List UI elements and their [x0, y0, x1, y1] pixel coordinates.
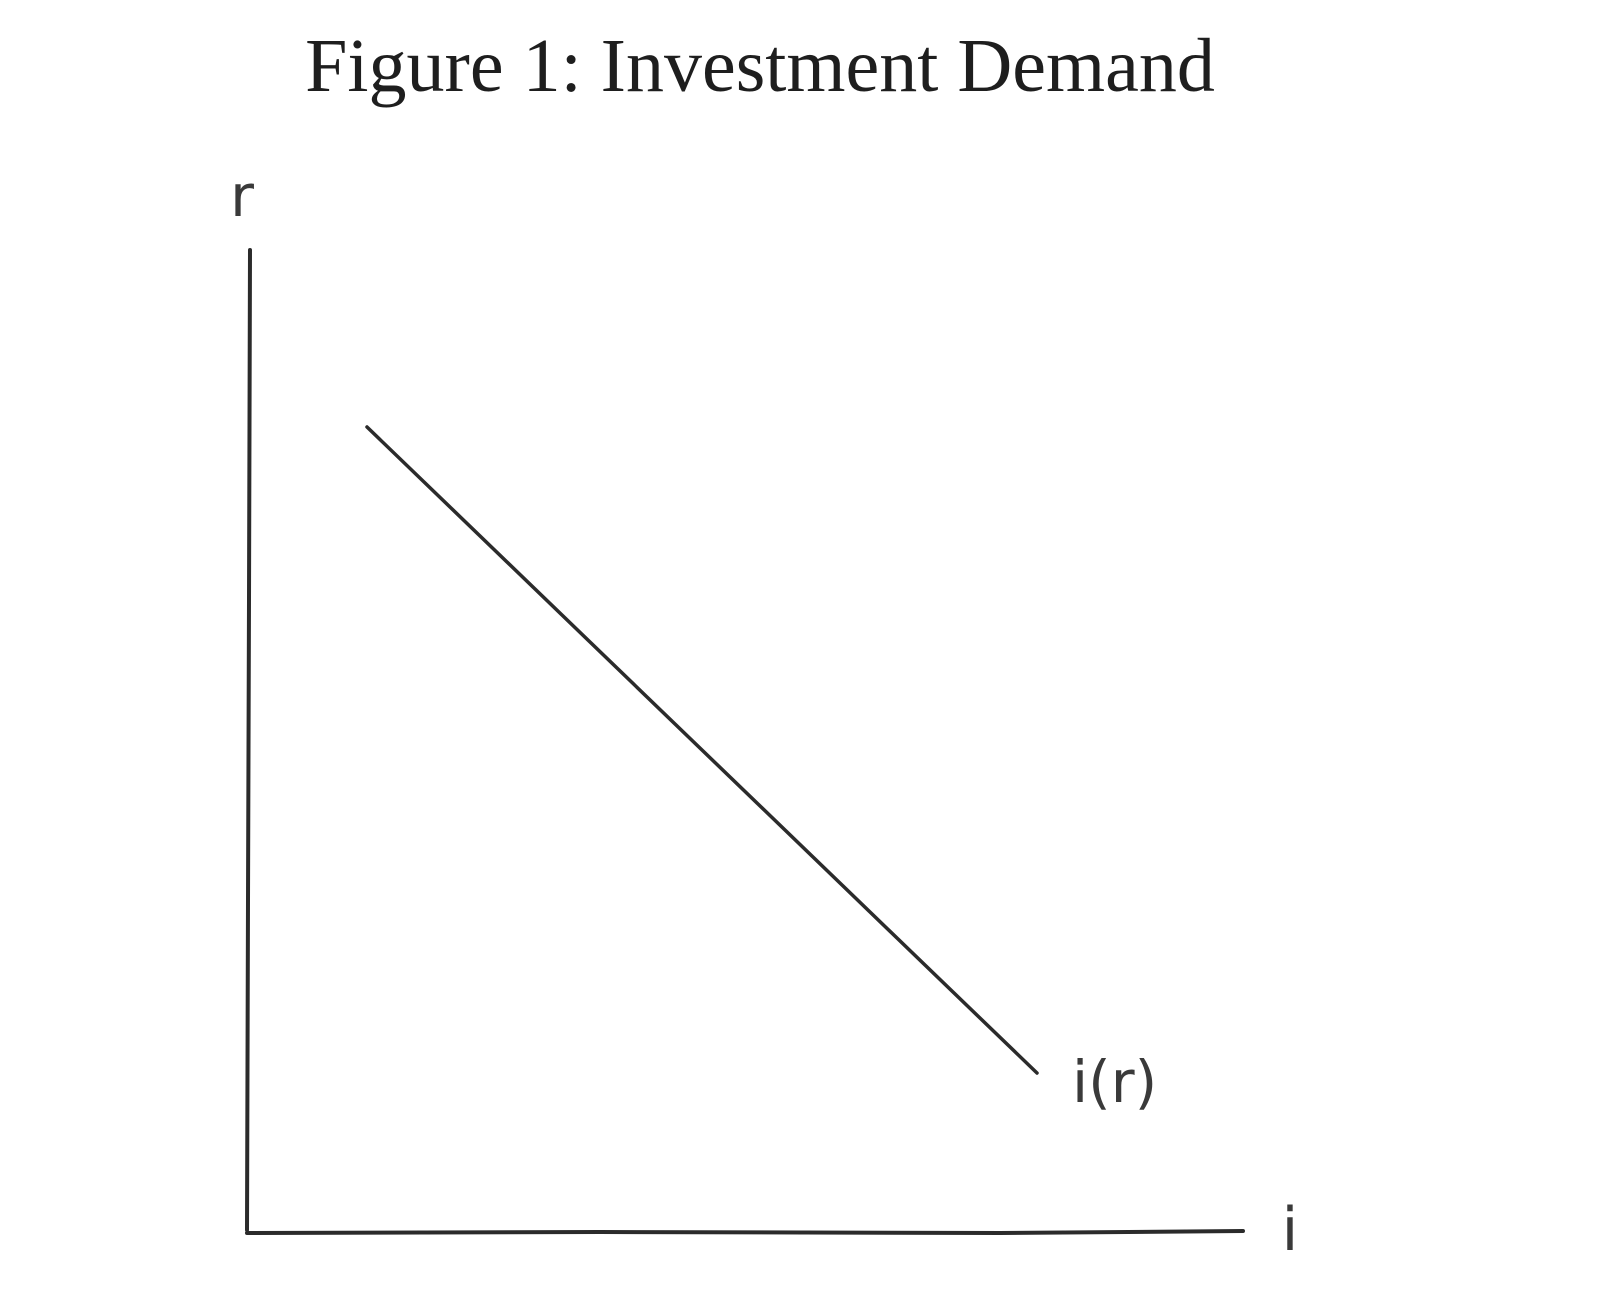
figure-title: Figure 1: Investment Demand — [305, 24, 1215, 108]
y-axis — [245, 248, 252, 1232]
curve-label: i(r) — [1072, 1048, 1157, 1116]
x-axis — [245, 1229, 1245, 1236]
x-axis-label: i — [1282, 1195, 1299, 1265]
y-axis-label: r — [230, 162, 254, 230]
investment-demand-curve — [365, 425, 1039, 1075]
